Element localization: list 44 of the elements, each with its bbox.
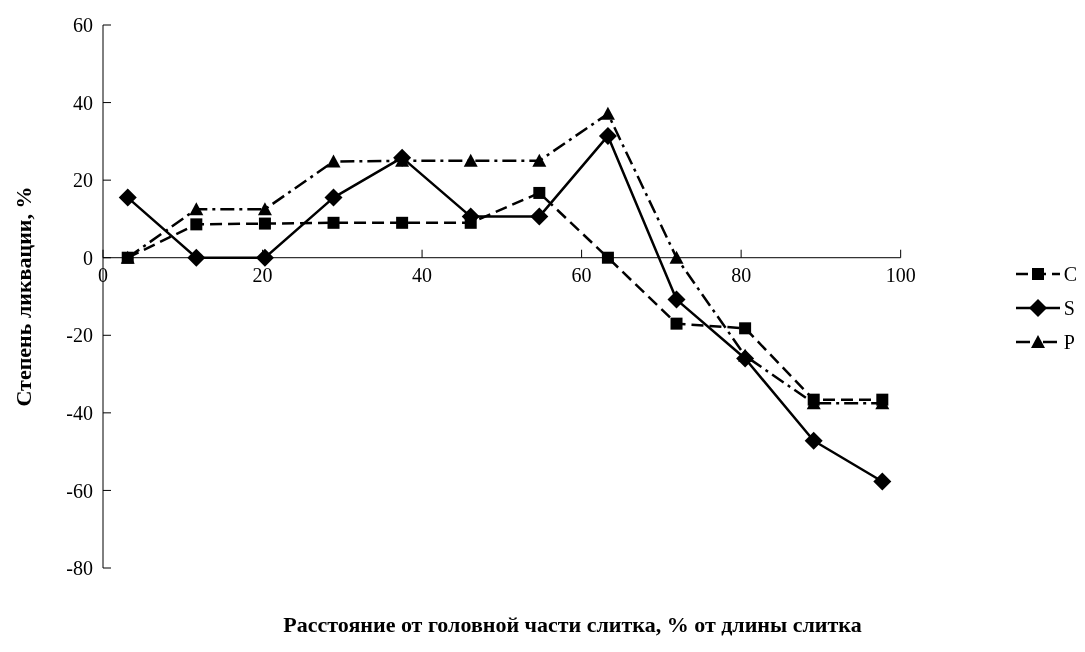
y-tick-label: 60 (73, 14, 93, 37)
x-tick-label: 60 (571, 263, 592, 286)
point (189, 202, 204, 216)
point (669, 250, 684, 264)
point (667, 290, 686, 309)
point (804, 431, 823, 450)
point (532, 153, 547, 167)
x-tick-label: 80 (731, 263, 752, 286)
point (258, 217, 271, 230)
point (601, 251, 614, 264)
point (257, 202, 272, 216)
point (255, 248, 274, 267)
legend-label: C (1063, 262, 1077, 286)
x-tick-label: 20 (252, 263, 273, 286)
legend-label: S (1063, 296, 1075, 320)
point (190, 218, 203, 231)
point (118, 188, 137, 207)
y-tick-label: -20 (66, 324, 93, 347)
x-axis-title: Расстояние от головной части слитка, % от длины слитка (282, 611, 863, 638)
y-tick-label: -80 (66, 557, 93, 580)
point (396, 216, 409, 229)
x-tick-label: 0 (98, 263, 108, 286)
point (873, 472, 892, 491)
point (739, 322, 752, 335)
point (463, 153, 478, 167)
y-tick-label: -60 (66, 479, 93, 502)
point (598, 126, 617, 145)
x-tick-label: 40 (412, 263, 433, 286)
y-tick-label: -40 (66, 401, 93, 424)
point (670, 317, 683, 330)
point (530, 207, 549, 226)
y-tick-label: 20 (73, 169, 93, 192)
point (324, 188, 343, 207)
y-tick-label: 40 (73, 91, 93, 114)
point (326, 154, 341, 168)
point (327, 216, 340, 229)
legend-label: P (1063, 330, 1075, 354)
point (187, 248, 206, 267)
point (533, 186, 546, 199)
point (738, 348, 753, 362)
y-tick-label: 0 (83, 246, 93, 269)
point (600, 106, 615, 120)
y-axis-title: Степень ликвации, % (10, 186, 36, 407)
x-tick-label: 100 (885, 263, 916, 286)
